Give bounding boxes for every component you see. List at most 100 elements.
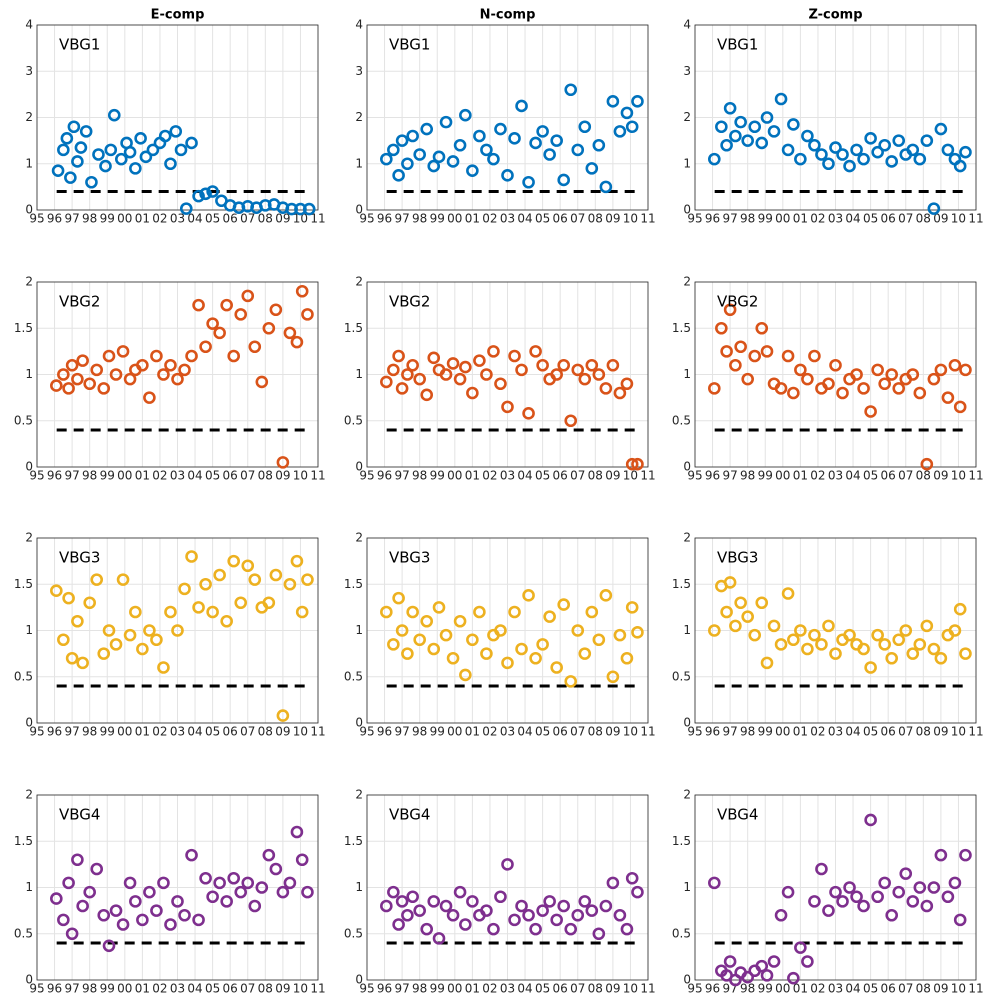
x-tick-label: 08 bbox=[588, 982, 603, 996]
data-point bbox=[169, 125, 183, 138]
y-tick-label: 1 bbox=[355, 156, 363, 170]
data-point bbox=[76, 354, 89, 367]
data-point bbox=[439, 628, 453, 642]
data-point bbox=[892, 885, 906, 899]
data-point bbox=[959, 848, 972, 862]
axes-box bbox=[36, 281, 319, 468]
data-point bbox=[432, 601, 446, 614]
data-point bbox=[185, 349, 198, 363]
x-tick-label: 00 bbox=[117, 469, 132, 483]
data-point bbox=[380, 605, 393, 619]
data-point bbox=[822, 377, 835, 391]
y-tick-label: 0 bbox=[25, 973, 33, 987]
data-point bbox=[427, 895, 441, 908]
y-tick-label: 2 bbox=[355, 110, 363, 124]
x-tick-label: 00 bbox=[775, 212, 790, 226]
x-tick-label: 03 bbox=[828, 982, 843, 996]
data-point bbox=[97, 908, 111, 922]
data-point bbox=[515, 899, 528, 913]
data-point bbox=[459, 668, 472, 682]
x-tick-label: 95 bbox=[29, 982, 44, 996]
data-point bbox=[515, 363, 528, 377]
y-tick-label: 3 bbox=[683, 64, 691, 78]
data-point bbox=[787, 633, 800, 647]
data-point bbox=[459, 918, 472, 931]
x-tick-label: 08 bbox=[916, 982, 931, 996]
data-point bbox=[473, 354, 486, 367]
axes-box bbox=[366, 24, 649, 211]
data-point bbox=[290, 554, 304, 568]
x-tick-label: 08 bbox=[916, 469, 931, 483]
x-tick-label: 11 bbox=[968, 725, 983, 739]
x-tick-label: 04 bbox=[845, 982, 860, 996]
data-point bbox=[213, 326, 226, 340]
x-tick-label: 01 bbox=[135, 212, 150, 226]
data-point bbox=[836, 895, 849, 908]
data-point bbox=[748, 120, 762, 134]
data-point bbox=[234, 308, 248, 321]
data-point bbox=[269, 862, 283, 876]
y-tick-label: 2 bbox=[25, 531, 33, 545]
data-point bbox=[90, 573, 104, 586]
x-tick-label: 98 bbox=[740, 982, 755, 996]
data-point bbox=[241, 289, 255, 303]
data-point bbox=[920, 134, 934, 147]
data-point bbox=[920, 899, 934, 913]
data-point bbox=[760, 969, 774, 982]
axes-box bbox=[694, 794, 977, 981]
y-tick-label: 1.5 bbox=[344, 834, 363, 848]
column-title: Z-comp bbox=[808, 8, 862, 23]
data-point bbox=[179, 202, 193, 215]
x-tick-label: 96 bbox=[377, 469, 392, 483]
x-tick-label: 08 bbox=[258, 725, 273, 739]
y-tick-label: 1.5 bbox=[672, 321, 691, 335]
data-point bbox=[625, 871, 639, 885]
y-tick-label: 2 bbox=[355, 531, 363, 545]
data-point bbox=[276, 709, 290, 722]
data-point bbox=[959, 647, 972, 660]
y-tick-label: 1 bbox=[25, 623, 33, 637]
data-point bbox=[227, 349, 240, 363]
data-point bbox=[143, 885, 156, 899]
data-point bbox=[392, 169, 405, 182]
data-point bbox=[473, 605, 486, 619]
x-tick-label: 02 bbox=[152, 469, 167, 483]
data-point bbox=[613, 628, 627, 642]
data-point bbox=[625, 601, 639, 614]
data-point bbox=[927, 372, 941, 386]
data-point bbox=[606, 876, 620, 890]
x-tick-label: 09 bbox=[605, 725, 620, 739]
data-point bbox=[290, 825, 304, 839]
panel-label: VBG1 bbox=[389, 36, 430, 54]
data-point bbox=[741, 134, 754, 147]
x-tick-label: 09 bbox=[605, 212, 620, 226]
x-tick-label: 07 bbox=[570, 982, 585, 996]
x-tick-label: 97 bbox=[722, 982, 737, 996]
data-point bbox=[571, 908, 585, 922]
data-point bbox=[708, 876, 721, 890]
data-point bbox=[185, 848, 198, 862]
panel-label: VBG2 bbox=[717, 293, 758, 311]
data-point bbox=[794, 941, 807, 954]
y-tick-label: 1 bbox=[355, 880, 363, 894]
data-point bbox=[878, 377, 891, 391]
data-point bbox=[720, 138, 733, 152]
data-point bbox=[129, 605, 142, 619]
x-tick-label: 99 bbox=[430, 982, 445, 996]
data-point bbox=[99, 159, 112, 173]
x-tick-label: 96 bbox=[47, 212, 62, 226]
panel-label: VBG4 bbox=[717, 806, 758, 824]
data-point bbox=[892, 633, 906, 647]
data-point bbox=[401, 157, 414, 171]
data-point bbox=[171, 624, 184, 637]
data-point bbox=[406, 890, 419, 904]
data-point bbox=[787, 118, 800, 131]
x-tick-label: 96 bbox=[377, 725, 392, 739]
data-point bbox=[729, 358, 742, 372]
data-point bbox=[585, 605, 599, 619]
data-point bbox=[446, 155, 460, 168]
y-tick-label: 0.5 bbox=[14, 413, 33, 427]
data-point bbox=[564, 414, 578, 428]
data-point bbox=[899, 867, 913, 880]
data-point bbox=[164, 918, 177, 931]
